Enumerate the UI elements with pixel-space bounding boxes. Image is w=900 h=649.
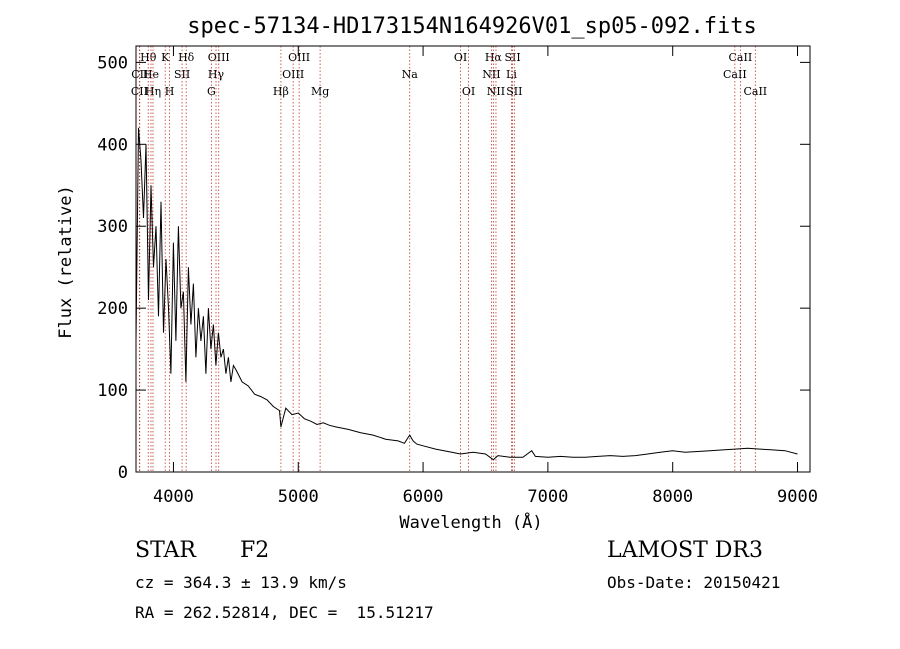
spectrum-series <box>135 127 798 461</box>
coordinates: RA = 262.52814, DEC = 15.51217 <box>135 603 434 622</box>
x-axis-label: Wavelength (Å) <box>399 511 542 533</box>
y-tick-label: 100 <box>97 381 128 401</box>
chart-title: spec-57134-HD173154N164926V01_sp05-092.f… <box>187 14 757 39</box>
spectral-line-label: Hγ <box>208 68 225 81</box>
spectral-line-label: He <box>143 68 159 81</box>
x-tick-label: 5000 <box>278 487 319 507</box>
spectral-line-label: G <box>207 85 216 98</box>
spectral-line-label: SII <box>504 51 520 64</box>
spectral-line-label: Mg <box>311 85 329 98</box>
object-class: STAR <box>135 538 196 563</box>
object-subclass: F2 <box>240 538 270 563</box>
y-tick-label: 0 <box>118 463 128 483</box>
spectral-line-label: CaII <box>723 68 747 81</box>
x-tick-label: 7000 <box>527 487 568 507</box>
spectral-line-label: OIII <box>208 51 230 64</box>
y-tick-label: 200 <box>97 299 128 319</box>
spectral-line-label: OI <box>462 85 475 98</box>
spectral-line-label: OIII <box>288 51 310 64</box>
plot-frame <box>135 45 811 473</box>
spectral-line-label: CaII <box>743 85 767 98</box>
spectral-line-label: SII <box>506 85 522 98</box>
spectral-line-label: Li <box>506 68 517 81</box>
spectral-line-label: Hθ <box>140 51 157 64</box>
spectral-line-label: CaII <box>729 51 753 64</box>
spectral-line-label: K <box>161 51 170 64</box>
y-tick-label: 300 <box>97 217 128 237</box>
y-tick-label: 500 <box>97 53 128 73</box>
spectral-line-label: Hα <box>485 51 503 64</box>
spectral-line-label: NII <box>482 68 500 81</box>
x-tick-label: 4000 <box>153 487 194 507</box>
spectral-line-label: OI <box>454 51 467 64</box>
spectral-line-label: SII <box>174 68 190 81</box>
spectral-line-label: Hβ <box>273 85 289 98</box>
observation-date: Obs-Date: 20150421 <box>607 573 781 592</box>
spectral-line-label: OIII <box>282 68 304 81</box>
spectral-line-label: NII <box>487 85 505 98</box>
spectral-line-label: CII <box>131 85 148 98</box>
x-tick-label: 8000 <box>652 487 693 507</box>
spectral-line-label: Hδ <box>178 51 195 64</box>
spectral-line-label: H <box>165 85 175 98</box>
spectral-line-label: Hη <box>145 85 161 98</box>
x-tick-label: 6000 <box>403 487 444 507</box>
axis-ticks: 4000 5000 6000 7000 8000 9000 0 100 200 300 400 500 <box>97 46 818 507</box>
spectral-line-label: Na <box>402 68 419 81</box>
redshift-velocity: cz = 364.3 ± 13.9 km/s <box>135 573 347 592</box>
x-tick-label: 9000 <box>777 487 818 507</box>
survey-name: LAMOST DR3 <box>607 538 763 563</box>
y-tick-label: 400 <box>97 135 128 155</box>
y-axis-label: Flux (relative) <box>56 185 76 339</box>
